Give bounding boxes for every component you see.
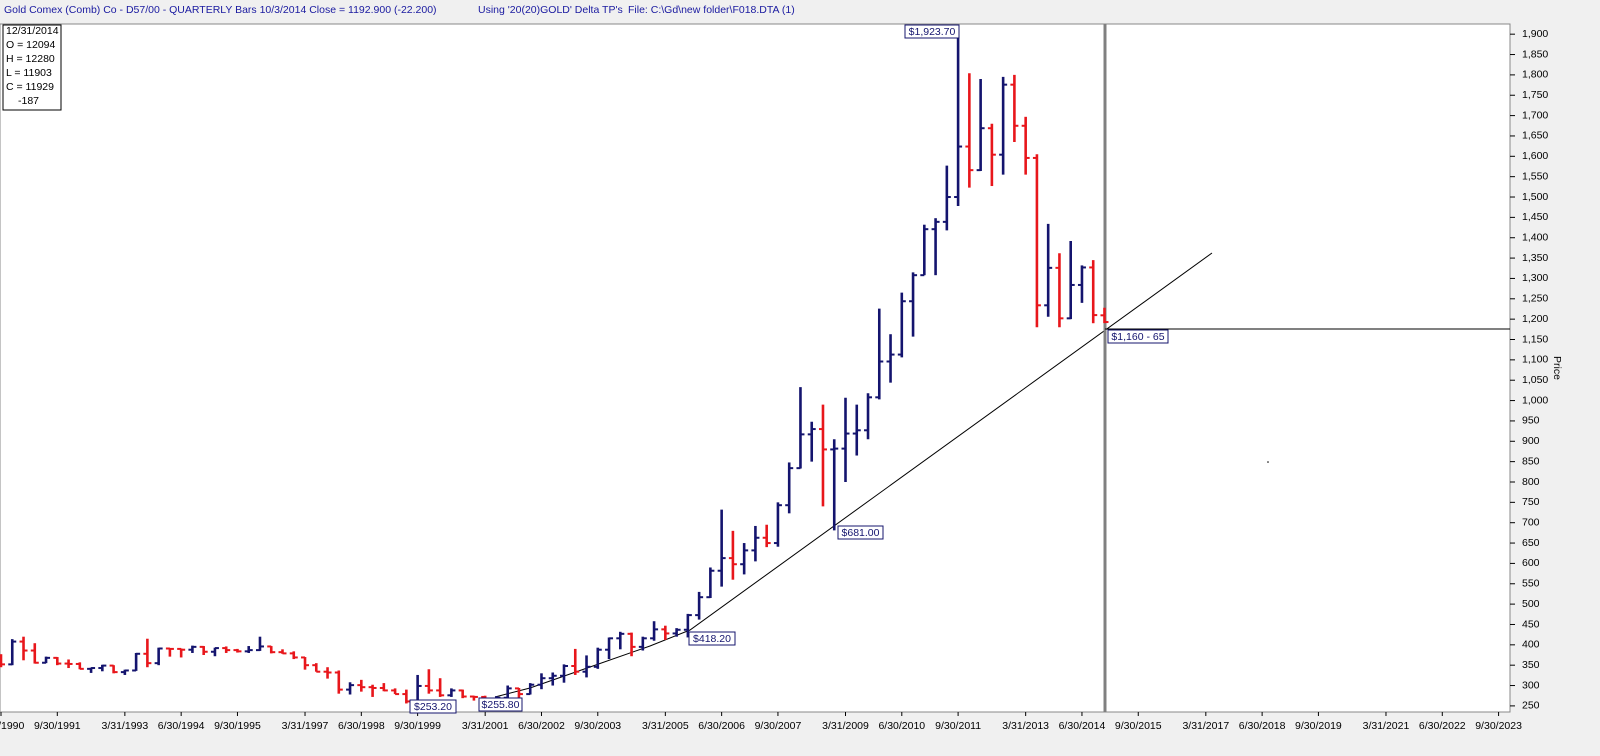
annotation-box [837,525,884,540]
y-axis-title: Price [1551,356,1563,380]
x-tick-label: 6/30/2014 [1059,720,1106,732]
y-tick-label: 1,900 [1522,28,1548,40]
y-tick-label: 450 [1522,618,1540,630]
x-tick-label: 3/31/1997 [282,720,329,732]
y-tick-label: 500 [1522,598,1540,610]
x-tick-label: 9/30/1991 [34,720,81,732]
annotation-box [688,631,736,646]
y-tick-label: 300 [1522,679,1540,691]
annotation-box [904,24,960,39]
y-tick-label: 700 [1522,516,1540,528]
annotation: $1,923.70 [909,26,956,38]
y-tick-label: 1,850 [1522,48,1548,60]
x-tick-label: 6/30/2018 [1239,720,1286,732]
y-tick-label: 900 [1522,435,1540,447]
x-tick-label: 6/30/2002 [518,720,565,732]
study-label: Using '20(20)GOLD' Delta TP's [478,4,623,16]
x-tick-label: 9/30/2011 [935,720,981,732]
x-tick-label: 3/31/2013 [1002,720,1049,732]
info-line: C = 11929 [6,81,54,93]
annotation: $681.00 [842,527,880,539]
x-tick-label: 9/30/2019 [1295,720,1342,732]
x-tick-label: 9/30/1999 [394,720,441,732]
x-tick-label: 6/30/2010 [878,720,925,732]
plot-area [0,23,1511,713]
x-tick-label: 6/30/2022 [1419,720,1466,732]
y-tick-label: 850 [1522,455,1540,467]
x-tick-label: 3/31/1993 [102,720,149,732]
x-tick-label: 3/31/2005 [642,720,689,732]
info-line: L = 11903 [6,67,52,79]
y-tick-label: 1,100 [1522,354,1548,366]
annotation-box [409,699,457,714]
annotation: $418.20 [693,633,731,645]
y-tick-label: 650 [1522,537,1540,549]
file-label: File: C:\Gd\new folder\F018.DTA (1) [628,4,795,16]
y-tick-label: 1,200 [1522,313,1548,325]
dot [1267,461,1269,463]
trend-line [494,252,1213,698]
x-tick-label: 6/30/1998 [338,720,385,732]
annotation: $253.20 [414,701,452,713]
y-tick-label: 1,400 [1522,232,1548,244]
annotation: $1,160 - 65 [1111,331,1164,343]
y-tick-label: 1,700 [1522,109,1548,121]
info-line: H = 12280 [6,53,55,65]
y-tick-label: 1,350 [1522,252,1548,264]
y-tick-label: 1,600 [1522,150,1548,162]
y-tick-label: 550 [1522,578,1540,590]
y-tick-label: 800 [1522,476,1540,488]
info-line: O = 12094 [6,39,55,51]
y-tick-label: 250 [1522,700,1540,712]
x-tick-label: 3/31/2017 [1182,720,1229,732]
annotation-box [1107,329,1169,344]
y-tick-label: 1,450 [1522,211,1548,223]
x-tick-label: 9/30/2007 [755,720,802,732]
annotation: $255.80 [482,699,520,711]
x-tick-label: 9/30/2015 [1115,720,1162,732]
y-tick-label: 750 [1522,496,1540,508]
y-tick-label: 1,750 [1522,89,1548,101]
y-tick-label: 1,150 [1522,333,1548,345]
chart-title: Gold Comex (Comb) Co - D57/00 - QUARTERL… [4,4,437,16]
y-tick-label: 1,300 [1522,272,1548,284]
x-tick-label: 6/30/1990 [0,720,25,732]
y-tick-label: 1,800 [1522,69,1548,81]
info-line: -187 [18,95,39,107]
x-tick-label: 3/31/2001 [462,720,509,732]
y-tick-label: 350 [1522,659,1540,671]
x-tick-label: 6/30/2006 [698,720,745,732]
x-tick-label: 3/31/2021 [1363,720,1410,732]
info-line: 12/31/2014 [6,25,59,37]
y-tick-label: 1,500 [1522,191,1548,203]
x-tick-label: 6/30/1994 [158,720,205,732]
x-tick-label: 9/30/1995 [214,720,261,732]
y-tick-label: 1,000 [1522,394,1548,406]
y-tick-label: 1,050 [1522,374,1548,386]
x-tick-label: 3/31/2009 [822,720,869,732]
info-box [2,24,62,111]
x-tick-label: 9/30/2003 [574,720,621,732]
y-tick-label: 600 [1522,557,1540,569]
y-tick-label: 400 [1522,639,1540,651]
y-tick-label: 950 [1522,415,1540,427]
y-tick-label: 1,650 [1522,130,1548,142]
annotation-box [478,697,523,712]
y-tick-label: 1,250 [1522,293,1548,305]
y-tick-label: 1,550 [1522,170,1548,182]
x-tick-label: 9/30/2023 [1475,720,1522,732]
